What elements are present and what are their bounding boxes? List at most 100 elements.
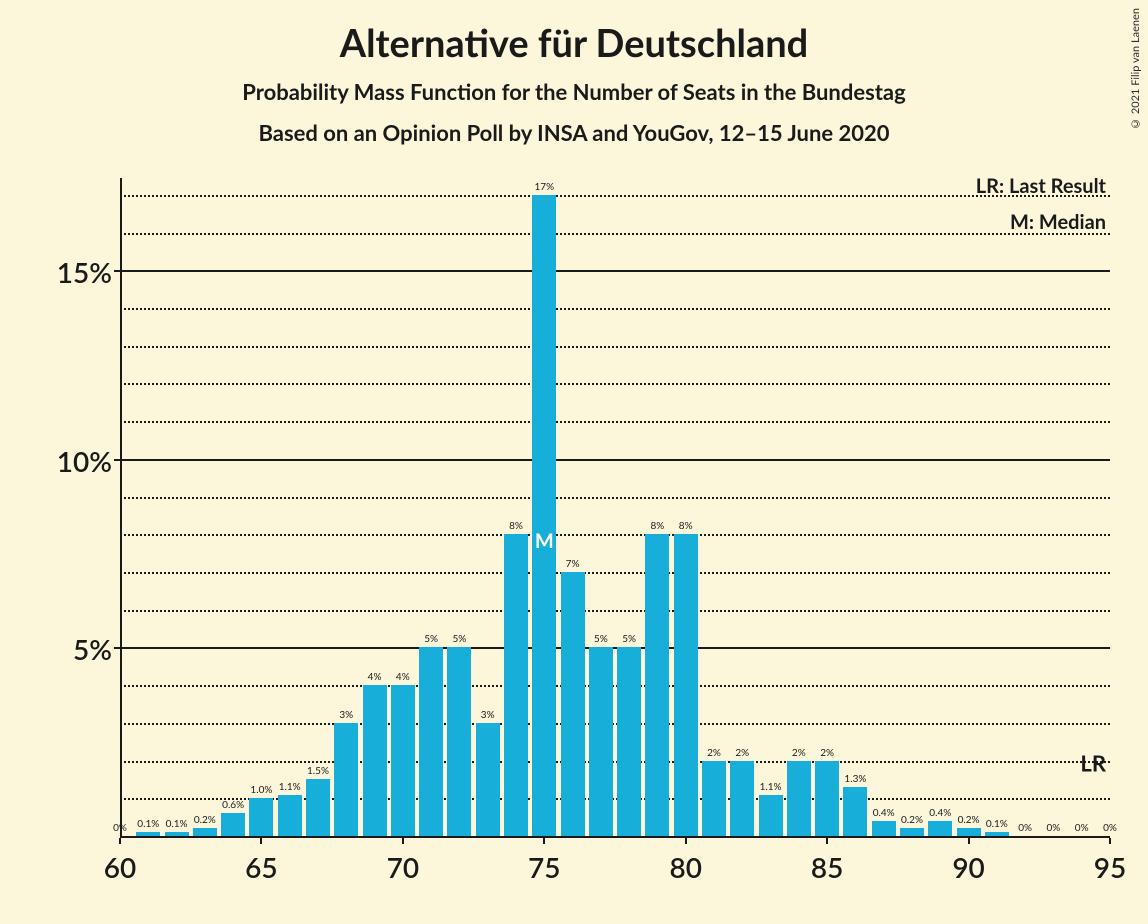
x-axis-label: 75 <box>528 850 560 884</box>
x-axis-label: 70 <box>387 850 419 884</box>
chart-bar <box>193 828 217 836</box>
chart-bar <box>872 821 896 836</box>
bar-value-label: 5% <box>594 633 608 645</box>
chart-bar <box>589 647 613 836</box>
last-result-marker: LR <box>1080 749 1106 776</box>
gridline-minor <box>120 610 1110 612</box>
bar-value-label: 0.2% <box>901 814 923 826</box>
gridline-minor <box>120 346 1110 348</box>
bar-value-label: 2% <box>735 747 749 759</box>
chart-title: Alternative für Deutschland <box>0 20 1148 66</box>
y-axis-label: 10% <box>57 444 112 478</box>
bar-value-label: 0% <box>1018 822 1032 834</box>
chart-bar <box>900 828 924 836</box>
x-axis-label: 65 <box>245 850 277 884</box>
bar-value-label: 1.3% <box>844 773 866 785</box>
bar-value-label: 8% <box>679 520 693 532</box>
title-block: Alternative für Deutschland Probability … <box>0 0 1148 146</box>
chart-bar <box>532 195 556 836</box>
bar-value-label: 5% <box>453 633 467 645</box>
bar-value-label: 3% <box>339 709 353 721</box>
x-tick <box>1109 838 1111 844</box>
chart-bar <box>419 647 443 836</box>
x-tick <box>260 838 262 844</box>
bar-value-label: 4% <box>396 671 410 683</box>
gridline-minor <box>120 685 1110 687</box>
chart-bar <box>476 723 500 836</box>
chart-bar <box>391 685 415 836</box>
bar-value-label: 1.1% <box>279 781 301 793</box>
x-tick <box>826 838 828 844</box>
x-axis-label: 80 <box>669 850 701 884</box>
bar-value-label: 1.1% <box>760 781 782 793</box>
bar-value-label: 3% <box>481 709 495 721</box>
gridline-minor <box>120 497 1110 499</box>
bar-value-label: 0% <box>113 822 127 834</box>
gridline-minor <box>120 195 1110 197</box>
x-axis-label: 90 <box>952 850 984 884</box>
chart-bar <box>843 787 867 836</box>
chart-bar <box>617 647 641 836</box>
gridline-major <box>120 647 1110 649</box>
gridline-minor <box>120 233 1110 235</box>
chart-bar <box>306 779 330 836</box>
bar-value-label: 0% <box>1103 822 1117 834</box>
chart-bar <box>561 572 585 836</box>
median-marker: M <box>535 529 554 553</box>
chart-bar <box>363 685 387 836</box>
chart-bar <box>278 795 302 836</box>
bar-value-label: 5% <box>622 633 636 645</box>
x-axis <box>120 836 1110 838</box>
chart-bar <box>334 723 358 836</box>
gridline-major <box>120 270 1110 272</box>
gridline-minor <box>120 383 1110 385</box>
bar-value-label: 0.4% <box>929 807 951 819</box>
gridline-minor <box>120 572 1110 574</box>
chart-area: LR: Last Result M: Median 5%10%15%606570… <box>120 178 1110 838</box>
x-tick <box>402 838 404 844</box>
bar-value-label: 1.5% <box>307 765 329 777</box>
gridline-minor <box>120 723 1110 725</box>
chart-bar <box>730 761 754 836</box>
gridline-minor <box>120 761 1110 763</box>
y-axis-label: 5% <box>73 632 112 666</box>
bar-value-label: 4% <box>368 671 382 683</box>
bar-value-label: 2% <box>707 747 721 759</box>
bar-value-label: 0.1% <box>986 818 1008 830</box>
chart-bar <box>702 761 726 836</box>
legend-m: M: Median <box>1010 210 1106 234</box>
bar-value-label: 1.0% <box>250 784 272 796</box>
chart-bar <box>787 761 811 836</box>
bar-value-label: 0.4% <box>873 807 895 819</box>
copyright-text: © 2021 Filip van Laenen <box>1129 8 1142 130</box>
x-tick <box>685 838 687 844</box>
chart-bar <box>504 534 528 836</box>
bar-value-label: 0% <box>1075 822 1089 834</box>
gridline-minor <box>120 421 1110 423</box>
chart-bar <box>957 828 981 836</box>
chart-bar <box>165 832 189 836</box>
gridline-major <box>120 459 1110 461</box>
y-tick <box>114 647 120 649</box>
y-tick <box>114 270 120 272</box>
bar-value-label: 8% <box>509 520 523 532</box>
chart-bar <box>674 534 698 836</box>
chart-bar <box>645 534 669 836</box>
chart-subtitle-2: Based on an Opinion Poll by INSA and You… <box>0 119 1148 146</box>
chart-subtitle-1: Probability Mass Function for the Number… <box>0 78 1148 105</box>
bar-value-label: 5% <box>424 633 438 645</box>
x-tick <box>968 838 970 844</box>
gridline-minor <box>120 534 1110 536</box>
chart-bar <box>815 761 839 836</box>
bar-value-label: 2% <box>792 747 806 759</box>
bar-value-label: 7% <box>566 558 580 570</box>
bar-value-label: 0% <box>1047 822 1061 834</box>
bar-value-label: 0.2% <box>194 814 216 826</box>
bar-value-label: 2% <box>820 747 834 759</box>
chart-bar <box>447 647 471 836</box>
chart-bar <box>249 798 273 836</box>
gridline-minor <box>120 308 1110 310</box>
bar-value-label: 0.1% <box>166 818 188 830</box>
x-tick <box>543 838 545 844</box>
y-axis-label: 15% <box>57 255 112 289</box>
